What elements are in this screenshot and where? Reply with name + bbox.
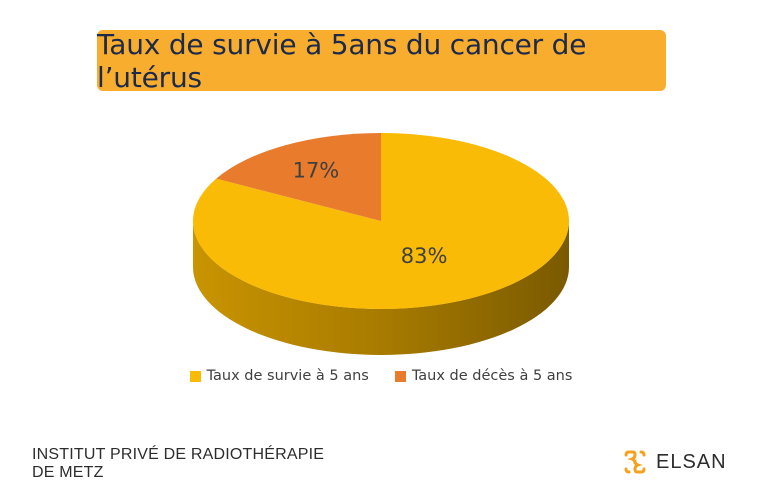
pie-data-label-1: 17% — [293, 158, 340, 182]
chart-title: Taux de survie à 5ans du cancer de l’uté… — [97, 27, 587, 94]
pie-data-label-0: 83% — [401, 244, 448, 268]
legend-item-survival: Taux de survie à 5 ans — [189, 368, 369, 384]
pie-data-labels: 83% 17% — [293, 158, 448, 268]
legend-label-death: Taux de décès à 5 ans — [411, 368, 573, 384]
brand-logo: ELSAN — [622, 449, 727, 475]
legend-swatch-death — [394, 370, 406, 382]
legend-item-death: Taux de décès à 5 ans — [394, 368, 573, 384]
pie-side-survival — [193, 221, 569, 355]
institute-name: INSTITUT PRIVÉ DE RADIOTHÉRAPIE DE METZ — [32, 446, 324, 482]
institute-line-1: INSTITUT PRIVÉ DE RADIOTHÉRAPIE — [32, 446, 325, 463]
title-banner: Taux de survie à 5ans du cancer de l’uté… — [97, 27, 666, 94]
pie-slice-1 — [216, 133, 381, 221]
legend-label-survival: Taux de survie à 5 ans — [206, 368, 369, 384]
elsan-logo-icon — [624, 450, 646, 474]
institute-line-2: DE METZ — [32, 464, 104, 481]
brand-name: ELSAN — [656, 450, 727, 473]
pie-side-wall — [193, 221, 569, 355]
legend: Taux de survie à 5 ans Taux de décès à 5… — [0, 368, 762, 384]
legend-swatch-survival — [189, 370, 201, 382]
pie-top — [193, 133, 569, 309]
